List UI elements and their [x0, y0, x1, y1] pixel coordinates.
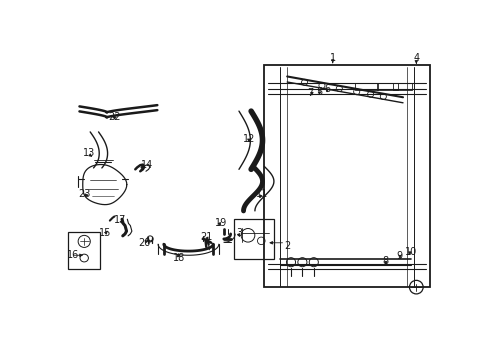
Text: 21: 21 — [200, 232, 213, 242]
Bar — [377, 84, 397, 90]
Bar — [355, 84, 378, 90]
Text: 19: 19 — [215, 218, 227, 228]
Bar — [265, 66, 430, 287]
Text: 22: 22 — [108, 112, 121, 122]
Text: 12: 12 — [243, 134, 255, 144]
Text: 9: 9 — [396, 251, 402, 261]
Bar — [393, 84, 412, 90]
Text: 10: 10 — [405, 247, 416, 257]
Text: 15: 15 — [98, 228, 111, 238]
Text: 17: 17 — [114, 215, 126, 225]
Text: 4: 4 — [413, 53, 419, 63]
Bar — [68, 232, 100, 269]
Text: 2: 2 — [284, 240, 291, 251]
Text: 23: 23 — [78, 189, 90, 199]
Text: 18: 18 — [173, 253, 185, 263]
Text: 13: 13 — [82, 148, 95, 158]
Text: 3: 3 — [236, 228, 242, 238]
Text: 14: 14 — [141, 160, 153, 170]
Text: 20: 20 — [139, 238, 151, 248]
Text: 8: 8 — [383, 256, 389, 266]
Text: 16: 16 — [67, 250, 79, 260]
Text: 11: 11 — [256, 189, 269, 199]
Text: 6: 6 — [324, 84, 330, 94]
Text: 1: 1 — [330, 53, 336, 63]
Bar — [234, 219, 274, 260]
Text: 7: 7 — [307, 87, 313, 98]
Text: 5: 5 — [317, 87, 322, 97]
